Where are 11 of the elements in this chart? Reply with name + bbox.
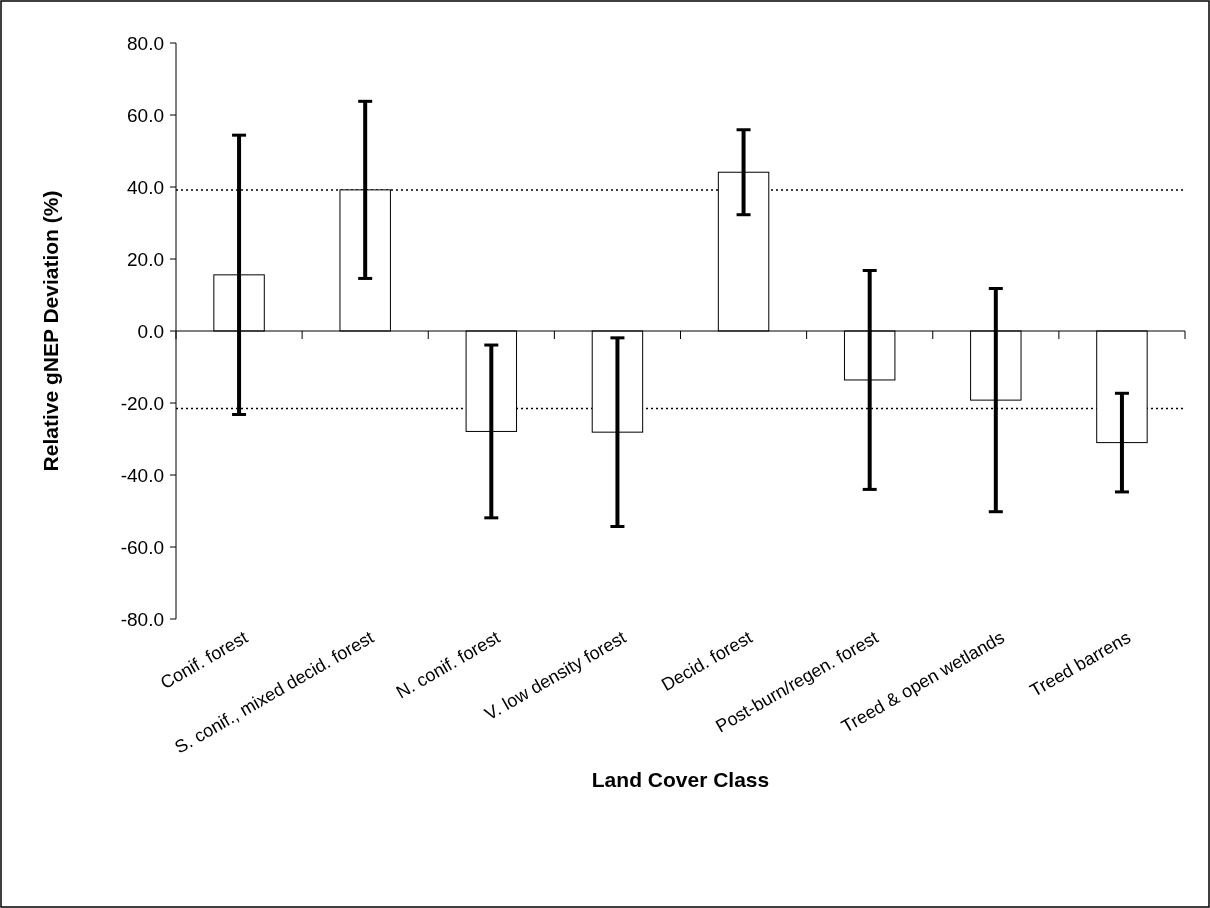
y-tick-label: -60.0 [120,536,164,558]
y-tick-label: -80.0 [120,608,164,630]
x-axis-title: Land Cover Class [591,768,770,791]
y-tick-label: 80.0 [127,32,164,54]
y-tick-label: 60.0 [127,104,164,126]
y-tick-label: 20.0 [127,248,164,270]
y-tick-label: 0.0 [137,320,164,342]
y-tick-label: -20.0 [120,392,164,414]
y-tick-label: -40.0 [120,464,164,486]
y-tick-label: 40.0 [127,176,164,198]
y-axis-title: Relative gNEP Deviation (%) [39,190,62,472]
